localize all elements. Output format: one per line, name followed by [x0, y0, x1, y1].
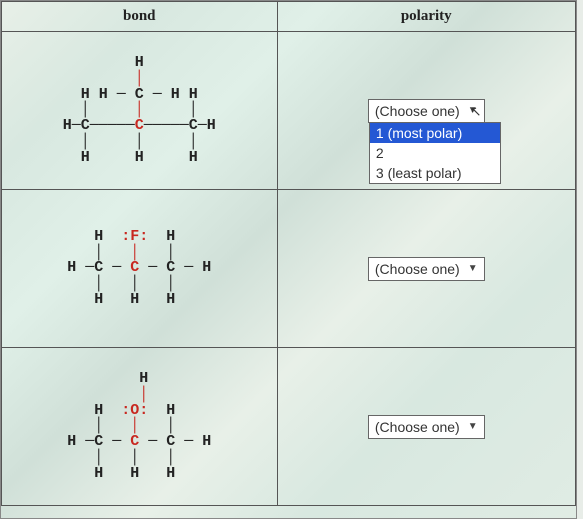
- header-bond: bond: [2, 2, 278, 32]
- dropdown-option[interactable]: 3 (least polar): [370, 163, 500, 183]
- polarity-cell-2: (Choose one) ▼: [277, 190, 575, 348]
- chevron-down-icon: ▼: [468, 421, 478, 432]
- polarity-select-3[interactable]: (Choose one) ▼: [368, 415, 485, 439]
- dropdown-option[interactable]: 1 (most polar): [370, 123, 500, 143]
- header-polarity: polarity: [277, 2, 575, 32]
- bond-structure-2: H :F: H │ │ │ H ─C ─ C ─ C ─ H │ │ │ H H…: [2, 190, 278, 348]
- chevron-down-icon: ▼: [468, 263, 478, 274]
- table-row: H │ H :O: H │ │ │ H ─C ─ C ─ C ─ H │ │ │…: [2, 348, 576, 506]
- bond-structure-1: H │ H H ─ C ─ H H │ │ │ H─C─────C─────C─…: [2, 32, 278, 190]
- dropdown-list[interactable]: 1 (most polar) 2 3 (least polar): [369, 122, 501, 184]
- polarity-cell-1: (Choose one) ▼ ↖ 1 (most polar) 2 3 (lea…: [277, 32, 575, 190]
- dropdown-label: (Choose one): [375, 103, 460, 119]
- polarity-cell-3: (Choose one) ▼: [277, 348, 575, 506]
- polarity-select-2[interactable]: (Choose one) ▼: [368, 257, 485, 281]
- bond-structure-3: H │ H :O: H │ │ │ H ─C ─ C ─ C ─ H │ │ │…: [2, 348, 278, 506]
- dropdown-label: (Choose one): [375, 419, 460, 435]
- polarity-table-container: bond polarity H │ H H ─ C ─ H H │ │ │ H─…: [0, 0, 577, 519]
- dropdown-option[interactable]: 2: [370, 143, 500, 163]
- table-row: H :F: H │ │ │ H ─C ─ C ─ C ─ H │ │ │ H H…: [2, 190, 576, 348]
- polarity-table: bond polarity H │ H H ─ C ─ H H │ │ │ H─…: [1, 1, 576, 506]
- polarity-select-1[interactable]: (Choose one) ▼ ↖ 1 (most polar) 2 3 (lea…: [368, 99, 485, 123]
- table-row: H │ H H ─ C ─ H H │ │ │ H─C─────C─────C─…: [2, 32, 576, 190]
- dropdown-label: (Choose one): [375, 261, 460, 277]
- chevron-down-icon: ▼: [468, 105, 478, 116]
